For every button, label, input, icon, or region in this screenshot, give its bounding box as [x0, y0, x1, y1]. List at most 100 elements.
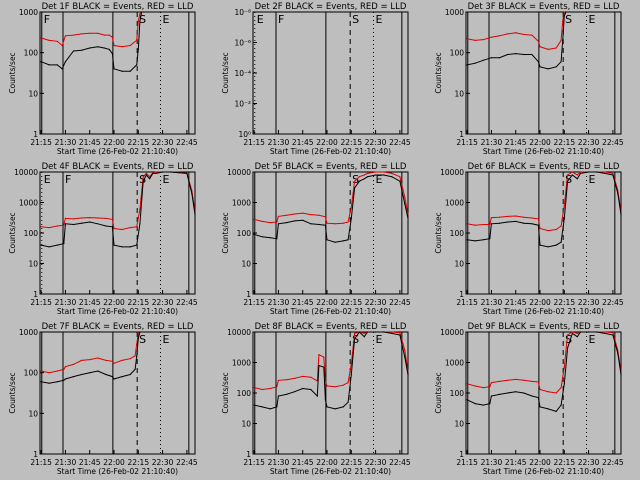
- event-label: E: [376, 173, 383, 186]
- series-events-point: [323, 366, 325, 368]
- series-lld-line: [253, 171, 409, 225]
- series-events-point: [363, 178, 365, 180]
- x-tick-label: 22:45: [176, 298, 198, 307]
- series-lld-point: [391, 331, 393, 333]
- y-tick-label: 1: [459, 450, 464, 459]
- series-events-point: [136, 355, 138, 358]
- series-events-point: [515, 391, 517, 393]
- series-lld-point: [64, 35, 66, 37]
- series-lld-point: [253, 218, 255, 220]
- series-events-point: [318, 364, 320, 367]
- event-label: E: [376, 13, 383, 26]
- series-events-line: [40, 11, 144, 72]
- series-lld-line: [40, 331, 141, 374]
- series-events-point: [523, 392, 525, 394]
- series-lld-point: [139, 208, 141, 210]
- series-events-point: [407, 374, 409, 376]
- series-events-point: [194, 214, 196, 216]
- series-events-point: [342, 406, 344, 408]
- series-lld-point: [97, 357, 99, 359]
- series-lld-point: [490, 36, 492, 38]
- series-events-point: [129, 373, 131, 376]
- series-events-point: [294, 391, 296, 393]
- y-tick-label: 1: [246, 450, 251, 459]
- series-lld-point: [498, 35, 501, 37]
- y-tick-label: 10: [28, 409, 38, 418]
- series-lld-point: [350, 363, 352, 365]
- series-events-point: [531, 223, 533, 225]
- series-lld-point: [612, 332, 614, 334]
- series-events-point: [56, 64, 58, 66]
- series-events-point: [562, 39, 564, 42]
- series-lld-point: [323, 356, 325, 358]
- series-events-point: [56, 381, 58, 383]
- y-tick-label: 10: [28, 260, 38, 269]
- y-axis-label: Counts/sec: [434, 372, 443, 413]
- x-tick-label: 21:45: [79, 138, 101, 147]
- series-events-point: [383, 331, 385, 333]
- plot-frame: [39, 331, 196, 455]
- panel-title: Det 6F BLACK = Events, RED = LLD: [468, 162, 620, 172]
- x-axis-label: Start Time (26-Feb-02 21:10:40): [483, 307, 604, 316]
- series-events-point: [375, 331, 377, 333]
- series-events-point: [579, 331, 582, 333]
- series-events-point: [539, 66, 541, 68]
- series-events-point: [139, 223, 141, 225]
- series-events-point: [145, 174, 147, 176]
- panel-title: Det 4F BLACK = Events, RED = LLD: [42, 162, 194, 172]
- y-tick-label: 10⁻⁸: [234, 8, 251, 17]
- x-tick-label: 21:15: [30, 458, 52, 467]
- x-tick-label: 22:30: [152, 458, 174, 467]
- series-events-point: [565, 11, 567, 13]
- event-label: F: [65, 173, 71, 186]
- series-lld-point: [81, 359, 83, 361]
- x-axis-label: Start Time (26-Feb-02 21:10:40): [270, 307, 391, 316]
- event-label: E: [589, 13, 596, 26]
- series-lld-point: [547, 391, 549, 393]
- y-tick-label: 10⁻⁶: [234, 39, 251, 48]
- series-events-point: [537, 397, 540, 399]
- series-lld-point: [326, 222, 328, 224]
- series-lld-point: [139, 13, 141, 15]
- x-axis-label: Start Time (26-Feb-02 21:10:40): [57, 307, 178, 316]
- series-events-point: [48, 246, 50, 248]
- x-tick-label: 21:15: [456, 138, 478, 147]
- y-tick-label: 1000: [232, 359, 251, 368]
- event-label: E: [163, 173, 170, 186]
- series-events-point: [588, 331, 590, 333]
- series-events-point: [523, 53, 525, 56]
- y-tick-label: 10⁻²: [234, 100, 251, 109]
- series-events-point: [261, 406, 263, 408]
- series-lld-point: [342, 384, 344, 386]
- series-lld-point: [354, 180, 356, 182]
- series-lld-point: [474, 385, 476, 387]
- series-lld-point: [531, 34, 533, 36]
- series-events-point: [507, 221, 509, 223]
- series-events-point: [482, 239, 484, 241]
- series-events-point: [354, 338, 356, 340]
- series-events-point: [61, 68, 63, 70]
- series-events-point: [137, 337, 139, 339]
- series-events-point: [391, 332, 393, 334]
- series-lld-point: [466, 383, 468, 385]
- series-events-point: [474, 403, 476, 405]
- x-tick-label: 22:00: [103, 138, 125, 147]
- series-lld-point: [366, 172, 369, 174]
- x-tick-label: 22:30: [152, 298, 174, 307]
- series-events-point: [604, 332, 606, 334]
- series-events-point: [596, 331, 598, 333]
- x-tick-label: 22:00: [316, 298, 338, 307]
- series-lld-point: [113, 44, 115, 47]
- series-events-point: [523, 222, 525, 224]
- series-events-point: [539, 406, 541, 408]
- series-events-point: [302, 387, 304, 390]
- series-events-point: [129, 70, 131, 72]
- series-lld-point: [507, 379, 509, 381]
- y-tick-label: 1: [33, 130, 38, 139]
- series-lld-point: [523, 33, 525, 36]
- x-axis-label: Start Time (26-Feb-02 21:10:40): [483, 467, 604, 476]
- series-lld-point: [560, 39, 562, 42]
